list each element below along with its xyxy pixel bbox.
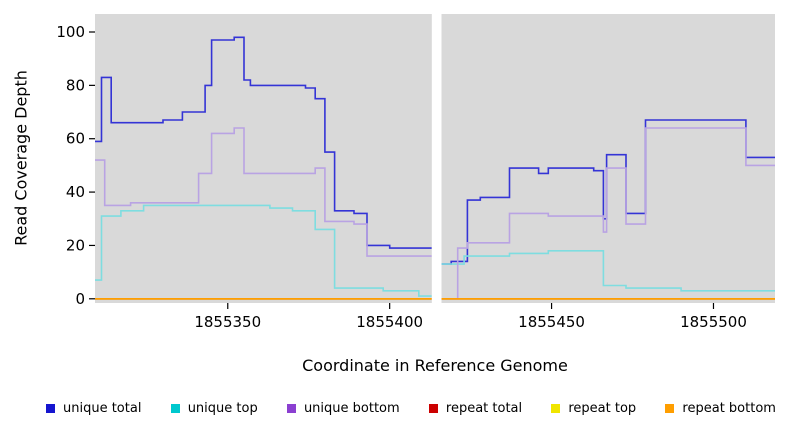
x-axis-title: Coordinate in Reference Genome: [302, 356, 568, 375]
y-tick-label: 20: [66, 236, 85, 254]
series-unique-top: [441, 250, 775, 292]
legend-item-unique-top: unique top: [170, 400, 258, 416]
x-tick-label: 1855500: [680, 313, 747, 331]
series-unique-bottom: [441, 127, 775, 300]
legend-swatch-repeat-total: [428, 403, 438, 413]
legend-swatch-unique-bottom: [286, 403, 296, 413]
legend-item-repeat-bottom: repeat bottom: [665, 401, 776, 416]
y-tick-label: 80: [66, 76, 85, 94]
legend-label-repeat-bottom: repeat bottom: [682, 400, 776, 416]
y-tick-label: 60: [66, 130, 85, 148]
legend-swatch-unique-top: [170, 403, 180, 413]
y-axis-title: Read Coverage Depth: [11, 70, 31, 246]
legend-item-repeat-total: repeat total: [428, 400, 523, 416]
legend: unique total unique top unique bottom repea…: [46, 398, 776, 418]
legend-item-unique-total: unique total: [46, 401, 141, 416]
legend-swatch-unique-total: [46, 403, 55, 413]
legend-label-unique-total: unique total: [63, 400, 142, 416]
x-tick-label: 1855450: [518, 313, 585, 331]
series-unique-total: [95, 36, 432, 249]
legend-label-repeat-top: repeat top: [568, 400, 637, 416]
legend-label-unique-bottom: unique bottom: [303, 400, 400, 416]
x-tick-label: 1855400: [356, 313, 423, 331]
series-unique-bottom: [95, 127, 432, 257]
legend-label-unique-top: unique top: [187, 400, 258, 416]
y-tick-label: 0: [75, 290, 85, 308]
legend-swatch-repeat-bottom: [665, 403, 675, 413]
series-unique-top: [95, 204, 432, 297]
legend-item-unique-bottom: unique bottom: [286, 400, 400, 416]
legend-label-repeat-total: repeat total: [445, 400, 523, 416]
legend-item-repeat-top: repeat top: [551, 401, 636, 416]
x-tick-label: 1855350: [194, 313, 261, 331]
coverage-gap: [431, 14, 442, 303]
legend-swatch-repeat-top: [551, 403, 561, 413]
y-tick-label: 40: [66, 183, 85, 201]
y-tick-label: 100: [56, 23, 85, 41]
